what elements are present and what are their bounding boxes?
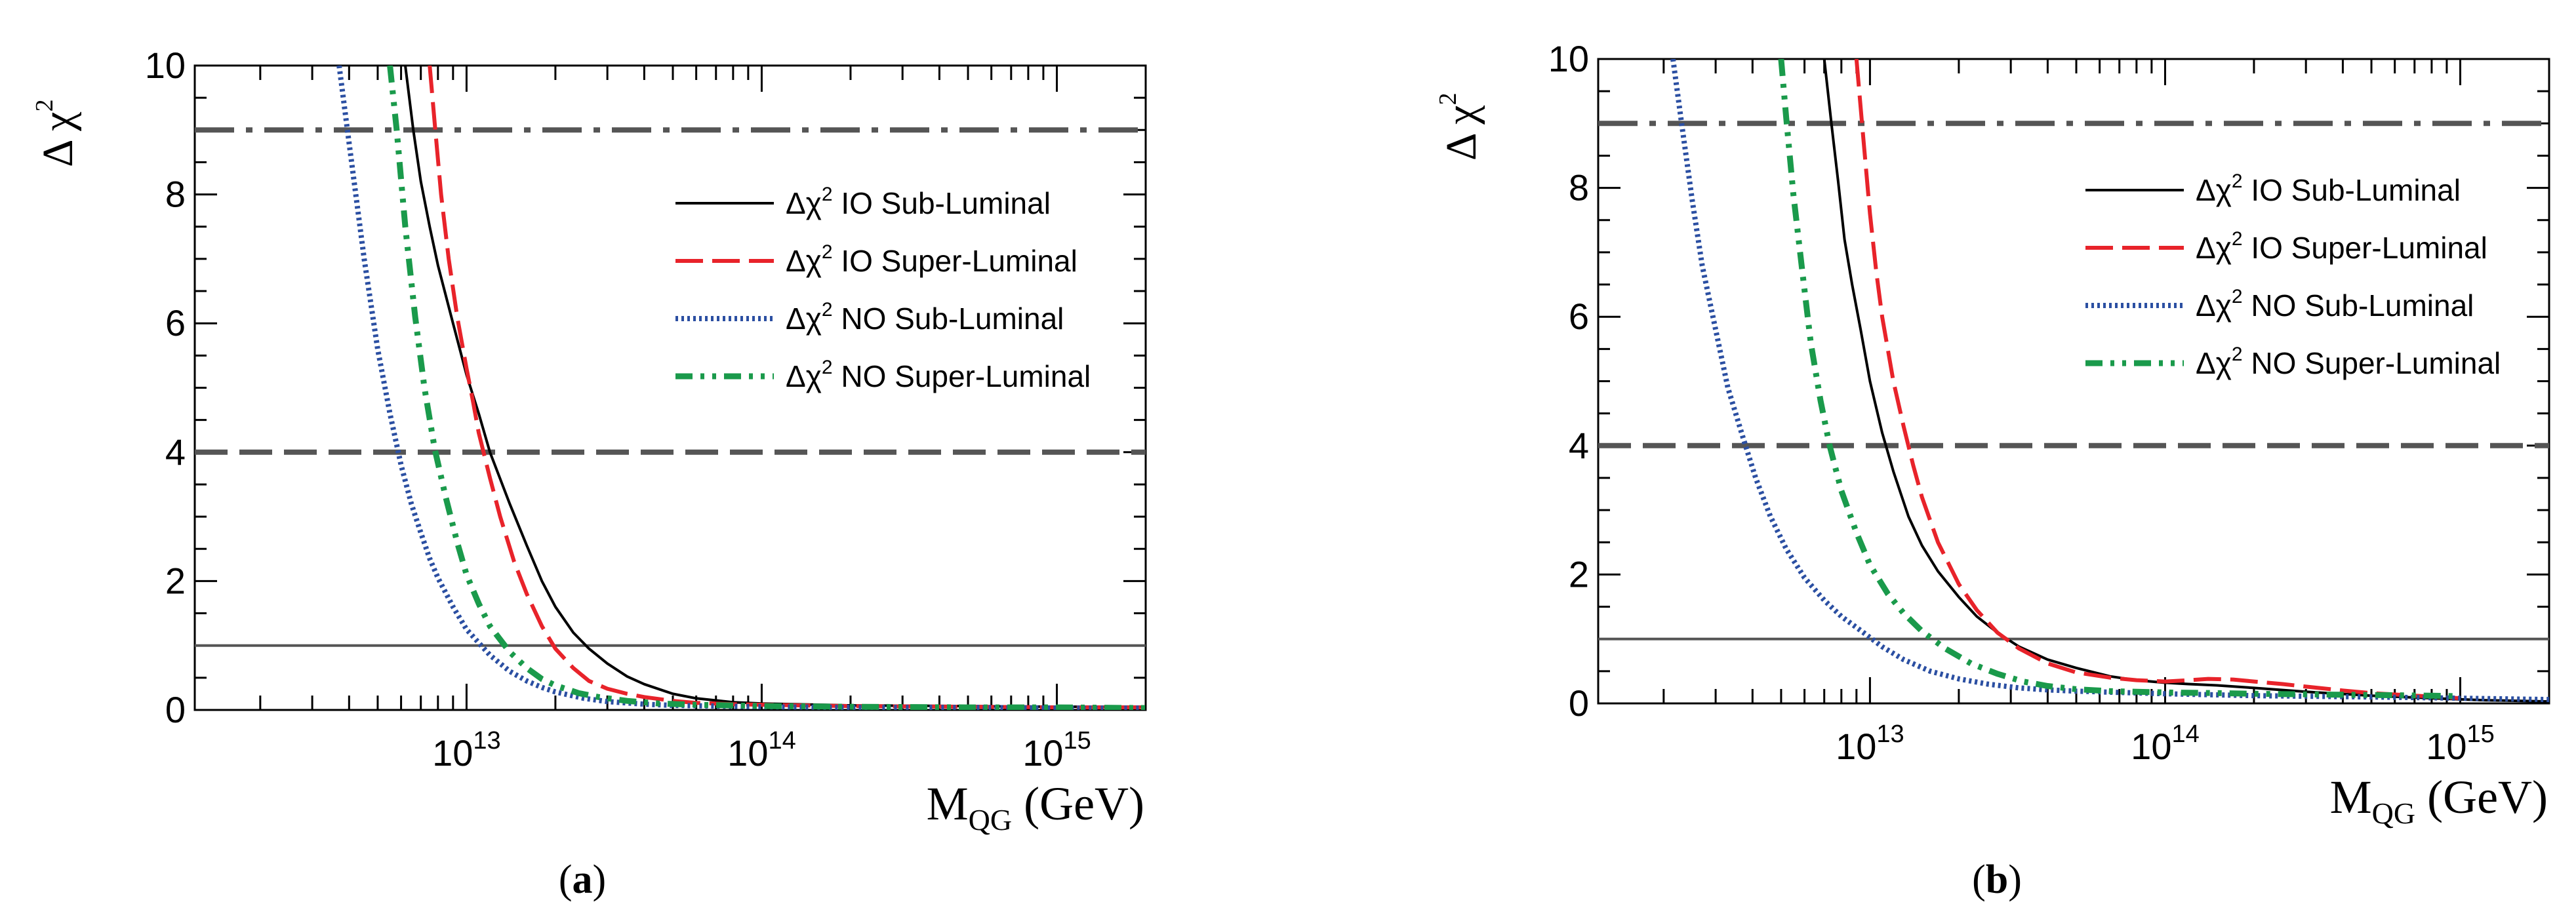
series-a [336, 66, 1146, 710]
legend-label: Δχ2 IO Super-Luminal [786, 241, 1077, 278]
x-axis-label-a: MQG (GeV) [927, 777, 1144, 836]
y-tick-label: 2 [165, 560, 186, 601]
reference-lines-b [1598, 121, 2549, 640]
y-tick-label: 4 [165, 431, 186, 473]
y-tick-label: 6 [1569, 296, 1589, 337]
y-axis-label-a: Δ χ2 [31, 99, 82, 167]
x-axis-label-b: MQG (GeV) [2330, 771, 2548, 830]
x-tick-label: 1015 [1022, 727, 1091, 774]
series-b [1670, 59, 2549, 703]
x-ticks-b: 1013 1014 1015 [1662, 59, 2550, 767]
y-tick-label: 8 [1569, 167, 1589, 208]
legend-label: Δχ2 NO Sub-Luminal [2196, 286, 2474, 323]
legend-a: Δχ2 IO Sub-Luminal Δχ2 IO Super-Luminal Δχ… [675, 184, 1091, 393]
plot-frame-b [1597, 58, 2550, 705]
x-tick-label: 1013 [1836, 720, 1904, 767]
series-line-1 [1854, 59, 2461, 701]
y-tick-label: 0 [1569, 682, 1589, 724]
x-tick-label: 1013 [432, 727, 501, 774]
legend-label: Δχ2 IO Sub-Luminal [786, 184, 1051, 220]
legend-b: Δχ2 IO Sub-Luminal Δχ2 IO Super-Luminal Δχ… [2085, 170, 2501, 380]
reference-lines-a [195, 127, 1146, 647]
x-tick-label: 1015 [2426, 720, 2495, 767]
x-tick-label: 1014 [727, 727, 796, 774]
series-line-2 [1670, 59, 2549, 703]
series-line-1 [428, 66, 1146, 710]
y-tick-label: 2 [1569, 553, 1589, 595]
legend-label: Δχ2 IO Super-Luminal [2196, 228, 2487, 265]
y-tick-label: 4 [1569, 425, 1589, 466]
legend-label: Δχ2 NO Sub-Luminal [786, 299, 1064, 336]
legend-label: Δχ2 IO Sub-Luminal [2196, 170, 2461, 207]
y-tick-label: 10 [1548, 38, 1589, 79]
panel-label-b: (b) [1972, 857, 2022, 902]
y-ticks-b: 0 2 4 6 8 10 [1548, 38, 2549, 724]
series-line-3 [387, 66, 1146, 710]
x-tick-label: 1014 [2131, 720, 2200, 767]
y-tick-label: 8 [165, 174, 186, 215]
y-ticks-a: 0 2 4 6 8 10 [145, 45, 1146, 730]
legend-label: Δχ2 NO Super-Luminal [2196, 344, 2501, 380]
x-ticks-a: 1013 1014 1015 [259, 66, 1147, 774]
series-line-3 [1778, 59, 2461, 699]
legend-label: Δχ2 NO Super-Luminal [786, 357, 1091, 393]
y-tick-label: 6 [165, 302, 186, 344]
series-line-0 [1822, 59, 2549, 703]
panel-label-a: (a) [559, 857, 606, 902]
y-tick-label: 0 [165, 689, 186, 730]
y-axis-label-b: Δ χ2 [1434, 92, 1485, 161]
y-tick-label: 10 [145, 45, 186, 86]
